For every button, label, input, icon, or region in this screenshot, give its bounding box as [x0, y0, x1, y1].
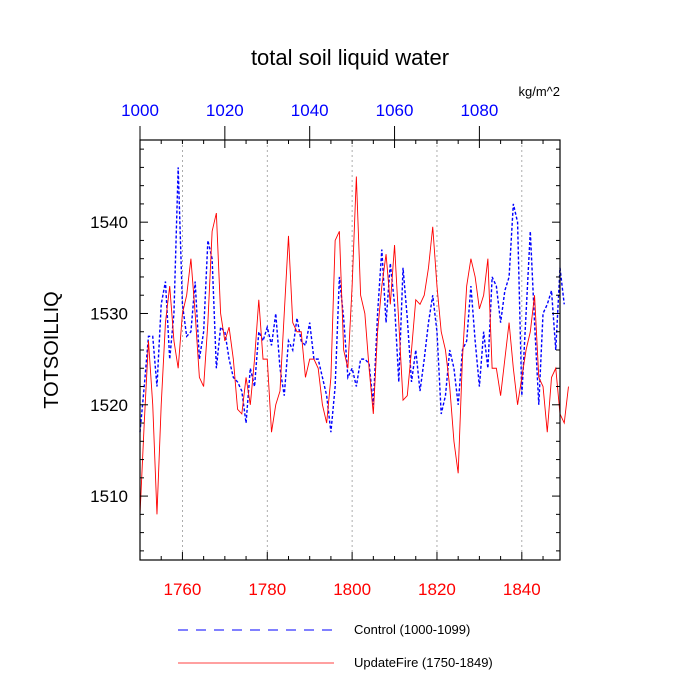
x-tick-label-bottom-1760: 1760 — [164, 580, 202, 599]
x-tick-label-top-1000: 1000 — [121, 101, 159, 120]
gridlines — [182, 140, 523, 560]
legend-label-control: Control (1000-1099) — [354, 622, 470, 637]
axis-ticks — [139, 126, 560, 560]
tick-labels: 1510 1520 1530 1540 1760 1780 1800 1820 1840 1000… — [90, 101, 541, 599]
x-tick-label-top-1080: 1080 — [460, 101, 498, 120]
units-label: kg/m^2 — [518, 84, 560, 99]
y-tick-label-1540: 1540 — [90, 213, 128, 232]
series-layer — [139, 167, 569, 515]
y-axis-label: TOTSOILLIQ — [41, 291, 63, 408]
x-tick-label-bottom-1820: 1820 — [418, 580, 456, 599]
y-tick-label-1520: 1520 — [90, 396, 128, 415]
chart-title: total soil liquid water — [251, 45, 449, 70]
x-tick-label-top-1020: 1020 — [206, 101, 244, 120]
legend: Control (1000-1099) UpdateFire (1750-184… — [178, 622, 493, 670]
y-tick-label-1510: 1510 — [90, 487, 128, 506]
series-line-1 — [139, 176, 569, 515]
plot-frame — [139, 139, 561, 561]
x-tick-label-top-1060: 1060 — [376, 101, 414, 120]
x-tick-label-bottom-1800: 1800 — [333, 580, 371, 599]
x-tick-label-top-1040: 1040 — [291, 101, 329, 120]
x-tick-label-bottom-1840: 1840 — [503, 580, 541, 599]
x-tick-label-bottom-1780: 1780 — [248, 580, 286, 599]
legend-label-updatefire: UpdateFire (1750-1849) — [354, 655, 493, 670]
y-tick-label-1530: 1530 — [90, 304, 128, 323]
